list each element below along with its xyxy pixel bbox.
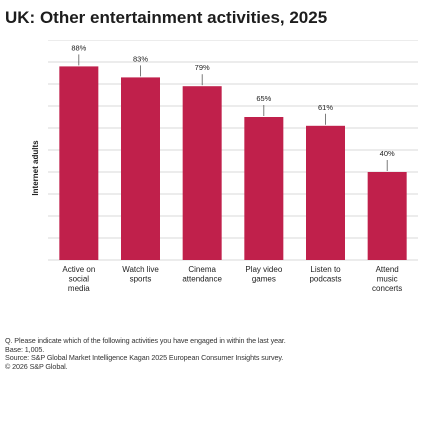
category-labels: Active on social media Watch live sports Cine…	[62, 265, 402, 293]
survey-base: Base: 1,005.	[5, 344, 45, 354]
data-label: 61%	[318, 103, 333, 112]
y-axis-label: Internet adults	[31, 140, 40, 196]
category-label: Watch live sports	[122, 265, 159, 284]
data-label: 79%	[195, 63, 210, 72]
bar	[367, 172, 407, 260]
bar	[59, 66, 99, 261]
category-label: Attend music concerts	[372, 265, 402, 293]
data-label: 40%	[380, 149, 395, 158]
bar	[306, 125, 345, 260]
data-label: 88%	[71, 43, 86, 52]
category-label: Active on social media	[62, 265, 95, 293]
bar-chart: 88% 83% 79% 65% 61% 40% Active on social media W…	[31, 40, 418, 293]
bar	[244, 117, 284, 260]
data-labels: 88% 83% 79% 65% 61% 40%	[71, 43, 395, 171]
chart-title: UK: Other entertainment activities, 2025	[5, 8, 328, 27]
bar	[182, 86, 222, 260]
bars	[59, 66, 407, 261]
category-label: Play video games	[245, 265, 282, 284]
copyright-note: © 2026 S&P Global.	[5, 362, 68, 372]
gridlines	[48, 40, 418, 261]
category-label: Cinema attendance	[182, 265, 222, 284]
survey-question: Q. Please indicate which of the followin…	[5, 336, 286, 345]
data-label: 83%	[133, 54, 148, 63]
bar	[121, 77, 160, 261]
category-label: Listen to podcasts	[309, 265, 341, 284]
chart-notes: Q. Please indicate which of the followin…	[5, 336, 445, 372]
source-note: Source: S&P Global Market Intelligence K…	[5, 353, 284, 363]
data-label: 65%	[256, 94, 271, 103]
